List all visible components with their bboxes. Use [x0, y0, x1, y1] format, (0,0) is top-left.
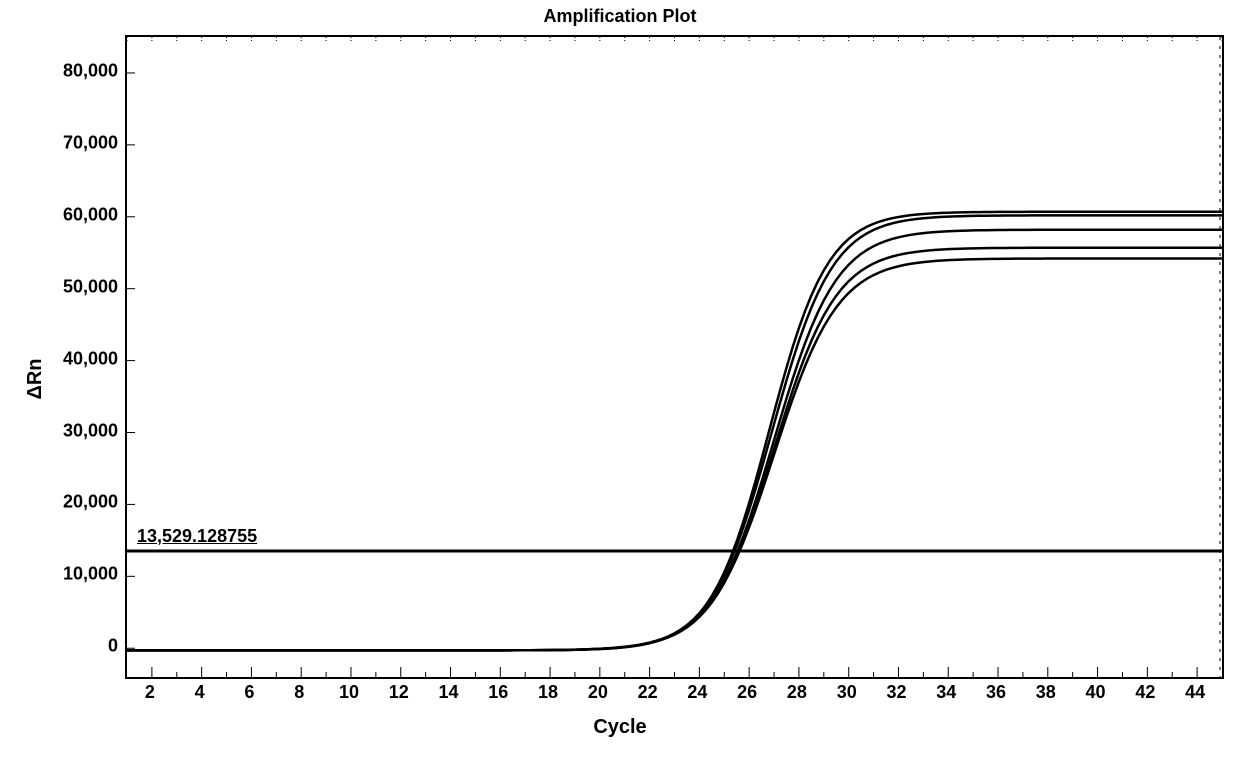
x-tick-label: 12 — [389, 682, 409, 703]
plot-area: 13,529.128755 — [125, 35, 1224, 679]
x-tick-label: 18 — [538, 682, 558, 703]
x-tick-label: 24 — [687, 682, 707, 703]
x-tick-label: 20 — [588, 682, 608, 703]
x-tick-label: 4 — [195, 682, 205, 703]
y-tick-label: 20,000 — [63, 492, 118, 513]
x-tick-label: 14 — [439, 682, 459, 703]
y-tick-label: 0 — [108, 636, 118, 657]
x-tick-label: 32 — [886, 682, 906, 703]
x-tick-label: 30 — [837, 682, 857, 703]
x-tick-label: 36 — [986, 682, 1006, 703]
x-tick-label: 22 — [638, 682, 658, 703]
x-tick-label: 8 — [294, 682, 304, 703]
x-axis-label: Cycle — [0, 716, 1240, 739]
y-tick-label: 50,000 — [63, 276, 118, 297]
x-tick-label: 44 — [1185, 682, 1205, 703]
y-tick-label: 30,000 — [63, 420, 118, 441]
y-tick-label: 70,000 — [63, 132, 118, 153]
x-tick-label: 34 — [936, 682, 956, 703]
x-tick-label: 38 — [1036, 682, 1056, 703]
y-axis-label: ΔRn — [24, 358, 47, 399]
amplification-plot-container: Amplification Plot ΔRn Cycle 13,529.1287… — [0, 0, 1240, 757]
y-tick-label: 60,000 — [63, 204, 118, 225]
y-tick-label: 40,000 — [63, 348, 118, 369]
x-tick-label: 40 — [1086, 682, 1106, 703]
y-tick-label: 10,000 — [63, 564, 118, 585]
x-tick-label: 10 — [339, 682, 359, 703]
x-tick-label: 42 — [1135, 682, 1155, 703]
plot-svg — [127, 37, 1222, 677]
y-tick-label: 80,000 — [63, 60, 118, 81]
x-tick-label: 2 — [145, 682, 155, 703]
x-tick-label: 26 — [737, 682, 757, 703]
chart-title: Amplification Plot — [0, 6, 1240, 27]
x-tick-label: 16 — [488, 682, 508, 703]
x-tick-label: 28 — [787, 682, 807, 703]
x-tick-label: 6 — [244, 682, 254, 703]
